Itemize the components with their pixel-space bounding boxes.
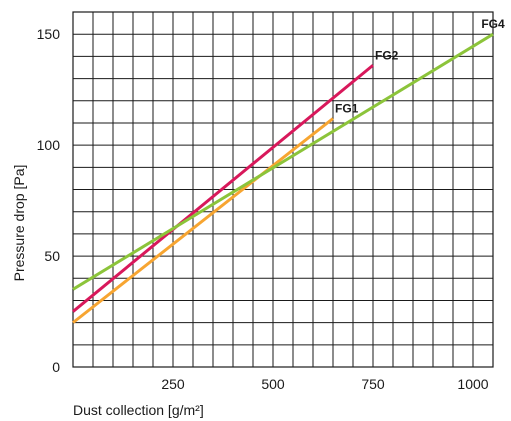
series-labels: FG1 FG2 FG4 xyxy=(335,17,505,115)
series-label-fg2: FG2 xyxy=(375,48,399,62)
x-axis-title: Dust collection [g/m²] xyxy=(73,402,204,418)
series-label-fg4: FG4 xyxy=(481,17,505,31)
series-lines xyxy=(72,32,494,324)
y-axis-ticks: 0 50 100 150 xyxy=(37,26,61,375)
series-line-fg4 xyxy=(72,32,494,291)
series-line-fg1 xyxy=(72,117,334,324)
grid xyxy=(72,11,494,368)
plot-frame xyxy=(72,11,494,368)
series-line-fg2 xyxy=(72,64,374,313)
y-tick-label: 150 xyxy=(37,26,61,42)
x-axis-ticks: 250 500 750 1000 xyxy=(161,376,488,392)
y-tick-label: 100 xyxy=(37,137,61,153)
x-tick-label: 500 xyxy=(261,376,285,392)
x-tick-label: 250 xyxy=(161,376,185,392)
y-axis-title: Pressure drop [Pa] xyxy=(11,165,27,282)
y-tick-label: 0 xyxy=(52,359,60,375)
x-tick-label: 1000 xyxy=(457,376,488,392)
series-label-fg1: FG1 xyxy=(335,102,359,116)
x-tick-label: 750 xyxy=(361,376,385,392)
y-tick-label: 50 xyxy=(44,248,60,264)
